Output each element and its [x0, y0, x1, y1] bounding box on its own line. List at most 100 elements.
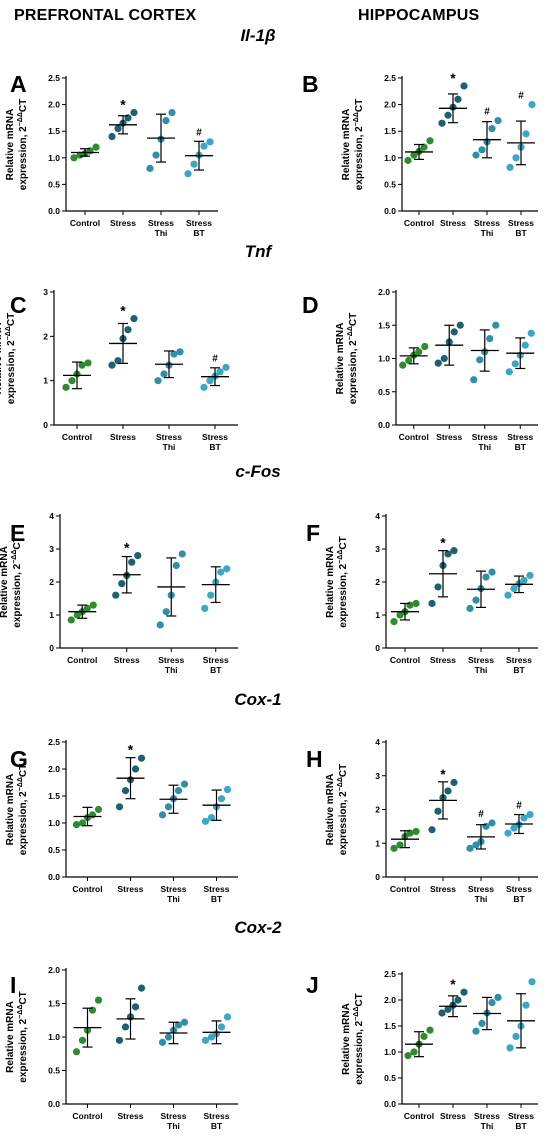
- data-point-j: [488, 999, 496, 1007]
- y-tick-label-i: 1.0: [48, 1032, 60, 1042]
- data-point-c: [176, 348, 184, 356]
- data-point-g: [94, 805, 103, 814]
- significance-star-g: *: [128, 742, 134, 758]
- data-point-i: [72, 1048, 81, 1056]
- data-point-g: [121, 787, 130, 795]
- data-point-i: [78, 1036, 87, 1044]
- y-tick-label-i: 1.5: [48, 999, 60, 1009]
- data-point-i: [137, 984, 146, 992]
- significance-star-e: *: [124, 540, 130, 556]
- data-point-j: [512, 1032, 520, 1040]
- data-point-e: [172, 561, 180, 570]
- data-point-f: [482, 573, 490, 581]
- y-tick-label-a: 0.5: [48, 179, 60, 189]
- y-tick-label-a: 2.0: [48, 100, 60, 110]
- y-tick-label-g: 1.0: [48, 818, 60, 828]
- data-point-d: [470, 376, 478, 384]
- data-point-d: [415, 348, 423, 356]
- data-point-i: [115, 1036, 124, 1044]
- y-tick-label-h: 1: [375, 838, 380, 848]
- data-point-i: [223, 1013, 232, 1021]
- x-tick-label-g: Control: [72, 884, 102, 894]
- panel-letter-i: I: [10, 972, 16, 998]
- data-point-g: [88, 811, 97, 819]
- significance-hash-b: #: [484, 107, 490, 118]
- y-axis-title-line2-h: expression, 2−ΔΔCT: [337, 764, 349, 855]
- data-point-h: [444, 787, 452, 795]
- x-tick-label-a: Stress: [148, 218, 174, 228]
- data-point-c: [154, 377, 162, 385]
- x-tick-label-h: Stress: [506, 884, 532, 894]
- significance-star-b: *: [450, 70, 456, 86]
- data-point-e: [67, 616, 75, 624]
- data-point-f: [504, 591, 512, 599]
- y-tick-label-h: 0: [375, 872, 380, 882]
- data-point-j: [438, 1009, 446, 1017]
- x-tick-label-b: Control: [404, 218, 434, 228]
- y-tick-label-b: 2.0: [384, 100, 396, 110]
- y-tick-label-g: 0.0: [48, 872, 60, 882]
- y-axis-title-line1-a: Relative mRNA: [5, 109, 16, 181]
- data-point-j: [410, 1048, 418, 1056]
- y-tick-label-b: 1.0: [384, 153, 396, 163]
- y-axis-title-line1-h: Relative mRNA: [325, 774, 336, 846]
- significance-hash-a: #: [196, 127, 202, 138]
- data-point-a: [184, 170, 192, 178]
- x-tick-label-2-c: BT: [209, 442, 221, 452]
- y-tick-label-a: 0.0: [48, 206, 60, 216]
- data-point-g: [72, 821, 81, 829]
- data-point-e: [201, 604, 209, 613]
- x-tick-label-2-b: Thi: [481, 228, 494, 238]
- data-point-j: [472, 1027, 480, 1035]
- data-point-e: [128, 558, 136, 566]
- data-point-h: [396, 841, 404, 849]
- x-tick-label-d: Control: [399, 432, 429, 442]
- data-point-a: [114, 124, 122, 133]
- data-point-i: [180, 1018, 189, 1026]
- y-axis-title-line1-f: Relative mRNA: [325, 546, 336, 618]
- x-tick-label-2-d: BT: [515, 442, 527, 452]
- y-tick-label-d: 1.5: [378, 320, 390, 330]
- x-tick-label-b: Stress: [440, 218, 466, 228]
- header-prefrontal-cortex: PREFRONTAL CORTEX: [14, 7, 197, 24]
- data-point-c: [62, 383, 70, 391]
- data-point-c: [108, 361, 116, 369]
- x-tick-label-h: Stress: [430, 884, 456, 894]
- significance-hash-c: #: [212, 353, 218, 364]
- x-tick-label-f: Stress: [506, 655, 532, 665]
- data-point-f: [412, 599, 420, 608]
- x-tick-label-i: Stress: [204, 1111, 230, 1121]
- data-point-b: [404, 156, 412, 165]
- data-point-f: [488, 568, 496, 576]
- x-tick-label-2-i: Thi: [167, 1121, 180, 1131]
- y-tick-label-f: 2: [375, 577, 380, 587]
- y-axis-title-line2-f: expression, 2−ΔΔCT: [337, 536, 349, 627]
- y-tick-label-b: 2.5: [384, 73, 396, 83]
- y-tick-label-e: 2: [49, 577, 54, 587]
- y-axis-title-line2-a: expression, 2−ΔΔCT: [17, 99, 29, 190]
- x-tick-label-2-j: Thi: [481, 1121, 494, 1131]
- data-point-c: [160, 370, 168, 378]
- y-tick-label-h: 2: [375, 805, 380, 815]
- significance-star-j: *: [450, 976, 456, 992]
- x-tick-label-2-b: BT: [515, 228, 527, 238]
- data-point-g: [207, 814, 216, 822]
- x-tick-label-g: Stress: [204, 884, 230, 894]
- x-tick-label-f: Control: [390, 655, 420, 665]
- data-point-i: [174, 1021, 183, 1029]
- panel-letter-j: J: [306, 972, 319, 998]
- x-tick-label-2-a: Thi: [155, 228, 168, 238]
- panel-letter-d: D: [302, 292, 319, 318]
- x-tick-label-2-j: BT: [515, 1121, 527, 1131]
- data-point-d: [492, 321, 500, 329]
- y-tick-label-a: 2.5: [48, 73, 60, 83]
- data-point-d: [456, 321, 464, 329]
- x-tick-label-j: Control: [404, 1111, 434, 1121]
- data-point-h: [504, 829, 512, 837]
- data-point-g: [131, 765, 140, 773]
- y-tick-label-g: 1.5: [48, 791, 60, 801]
- data-point-a: [206, 138, 214, 146]
- data-point-e: [83, 604, 91, 613]
- y-tick-label-d: 2.0: [378, 287, 390, 297]
- data-point-h: [520, 814, 528, 822]
